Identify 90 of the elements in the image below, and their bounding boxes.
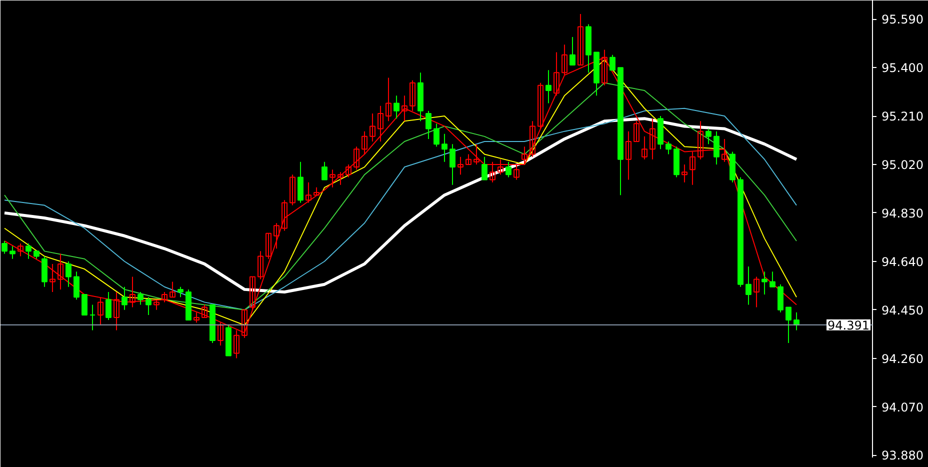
candlestick	[714, 130, 720, 165]
candlestick	[346, 164, 352, 178]
candlestick	[722, 138, 728, 162]
candlestick	[546, 70, 552, 104]
candlestick	[490, 161, 496, 183]
candlestick	[338, 172, 344, 186]
candlestick	[298, 161, 304, 204]
candlestick	[362, 130, 368, 155]
candlestick	[274, 222, 280, 250]
candlestick	[378, 105, 384, 142]
candlestick	[354, 146, 360, 170]
y-tick-label: 93.880	[882, 448, 924, 463]
candlestick	[66, 260, 72, 288]
candlestick	[642, 136, 648, 160]
candlestick	[690, 151, 696, 186]
candlestick	[530, 120, 536, 158]
candlestick	[154, 299, 160, 310]
candlestick	[50, 263, 56, 292]
candlestick	[786, 306, 792, 344]
candlestick	[170, 281, 176, 298]
y-tick-label: 95.210	[882, 110, 924, 124]
candlestick	[682, 164, 688, 183]
candlestick	[42, 256, 48, 288]
y-tick-label: 95.020	[882, 158, 924, 172]
candlestick	[538, 82, 544, 130]
candlestick	[482, 156, 488, 180]
candlestick	[18, 243, 24, 257]
candlestick	[410, 80, 416, 112]
y-tick-label: 94.070	[882, 400, 924, 414]
candlestick	[426, 110, 432, 140]
y-tick-label: 94.830	[882, 206, 924, 220]
candlestick	[74, 271, 80, 300]
y-tick-label: 94.260	[882, 352, 924, 366]
candlestick	[10, 246, 16, 260]
candlestick	[306, 182, 312, 204]
candlestick	[146, 296, 152, 316]
candlestick	[370, 112, 376, 142]
candlestick	[194, 312, 200, 324]
candlestick	[26, 243, 32, 260]
candlestick	[770, 271, 776, 288]
candlestick	[202, 304, 208, 318]
candlestick	[386, 77, 392, 122]
candlestick	[698, 120, 704, 160]
candlestick	[434, 123, 440, 148]
candlestick	[162, 291, 168, 303]
candlestick	[754, 276, 760, 308]
candlestick	[258, 250, 264, 280]
candlestick	[442, 133, 448, 162]
candlestick	[522, 146, 528, 165]
candlestick	[402, 95, 408, 122]
candlestick	[498, 158, 504, 176]
candlestick	[58, 253, 64, 290]
candlestick	[746, 266, 752, 306]
candlestick	[106, 291, 112, 321]
candlestick	[290, 174, 296, 206]
candlestick	[266, 232, 272, 260]
candlestick	[634, 120, 640, 142]
candlestick	[330, 169, 336, 188]
candlestick	[474, 144, 480, 165]
candlestick	[650, 118, 656, 160]
y-tick-label: 95.590	[882, 12, 924, 27]
candlestick	[178, 286, 184, 298]
candlestick	[394, 95, 400, 120]
candlestick	[570, 36, 576, 66]
candlestick	[114, 291, 120, 331]
candlestick	[514, 164, 520, 180]
candlestick	[322, 161, 328, 180]
candlestick	[122, 286, 128, 310]
candlestick	[458, 156, 464, 176]
candlestick	[626, 130, 632, 180]
candlestick	[2, 240, 8, 254]
candlestick	[666, 141, 672, 155]
candlestick	[98, 296, 104, 326]
candlestick	[506, 161, 512, 178]
candlestick	[90, 304, 96, 331]
ref-line-label: 94.391	[828, 318, 870, 332]
y-tick-label: 94.450	[882, 303, 924, 318]
candlestick	[466, 154, 472, 165]
candlestick	[138, 291, 144, 306]
candlestick	[250, 276, 256, 310]
candlestick	[130, 276, 136, 308]
candlestick	[450, 144, 456, 186]
candlestick	[82, 294, 88, 316]
candlestick	[610, 54, 616, 71]
candlestick	[282, 200, 288, 232]
candlestick	[762, 271, 768, 296]
y-tick-label: 94.640	[882, 254, 924, 269]
y-tick-label: 95.400	[882, 61, 924, 76]
candlestick	[706, 128, 712, 145]
candlestick	[778, 284, 784, 313]
